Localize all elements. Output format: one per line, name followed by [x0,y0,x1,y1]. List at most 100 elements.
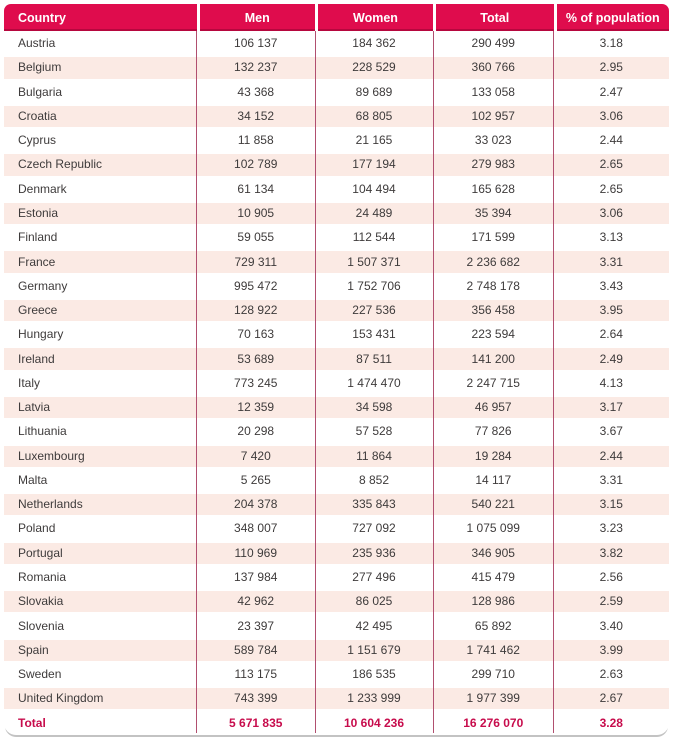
total-cell: 2 748 178 [466,278,520,293]
total-cell: 290 499 [471,36,515,51]
percent-cell: 2.64 [599,327,623,342]
table-row: Czech Republic 102 789 177 194 279 983 2… [4,152,669,177]
table-row: Estonia 10 905 24 489 35 394 3.06 [4,200,669,226]
men-cell: 34 152 [237,108,275,123]
country-cell: Spain [18,642,49,657]
women-cell: 727 092 [352,521,396,536]
total-cell: 171 599 [471,230,515,245]
country-cell: Bulgaria [18,84,63,99]
men-cell: 53 689 [237,351,275,366]
table-row: Italy 773 245 1 474 470 2 247 715 4.13 [4,371,669,395]
table-row: Slovenia 23 397 42 495 65 892 3.40 [4,613,669,637]
country-cell: Latvia [18,400,51,415]
column-header-men: Men [196,4,315,31]
total-cell: 141 200 [471,351,515,366]
total-cell: 299 710 [471,667,515,682]
total-cell: 77 826 [474,424,512,439]
country-cell: Belgium [18,60,62,75]
country-cell: Czech Republic [18,157,103,172]
women-cell: 21 165 [355,133,393,148]
percent-cell: 3.06 [599,108,623,123]
table-row: Croatia 34 152 68 805 102 957 3.06 [4,103,669,129]
country-cell: Romania [18,569,67,584]
women-cell: 177 194 [352,157,396,172]
total-cell: 133 058 [471,84,515,99]
column-header-women: Women [315,4,433,31]
men-cell: 11 858 [237,133,274,148]
country-cell: Hungary [18,327,64,342]
women-cell: 1 507 371 [347,254,401,269]
percent-cell: 3.82 [599,545,623,560]
column-header-percent-of-population: % of population [553,4,669,31]
percent-cell: 3.17 [599,400,623,415]
percent-cell: 2.49 [599,351,623,366]
table-row: Slovakia 42 962 86 025 128 986 2.59 [4,589,669,614]
percent-cell: 3.15 [599,497,623,512]
percent-cell: 3.23 [599,521,623,536]
total-cell: 128 986 [471,594,515,609]
country-cell: Lithuania [18,424,67,439]
country-cell: Austria [18,36,56,51]
women-cell: 34 598 [355,400,393,415]
country-cell: Finland [18,230,58,245]
table-row: Lithuania 20 298 57 528 77 826 3.67 [4,419,669,443]
country-cell: Cyprus [18,133,57,148]
men-cell: 113 175 [234,667,278,682]
country-cell: Portugal [18,545,63,560]
percent-cell: 2.65 [599,157,623,172]
percent-cell: 2.65 [599,181,623,196]
men-cell: 23 397 [237,618,275,633]
country-cell: United Kingdom [18,691,104,706]
country-cell: Sweden [18,667,62,682]
percent-cell: 2.44 [599,133,623,148]
total-cell: 346 905 [471,545,515,560]
women-cell: 11 864 [356,448,392,463]
percent-cell: 2.95 [599,60,623,75]
country-cell: Luxembourg [18,448,85,463]
table-body: Austria 106 137 184 362 290 499 3.18 Bel… [4,31,669,735]
men-cell: 20 298 [237,424,275,439]
country-cell: Slovenia [18,618,65,633]
total-cell: 102 957 [471,108,515,123]
table-row: Ireland 53 689 87 511 141 200 2.49 [4,346,669,371]
percent-cell: 3.18 [599,36,623,51]
percent-cell: 2.44 [599,448,623,463]
table-row: Poland 348 007 727 092 1 075 099 3.23 [4,516,669,540]
women-cell: 1 752 706 [347,278,401,293]
percent-cell: 3.31 [599,254,623,269]
table-row: Cyprus 11 858 21 165 33 023 2.44 [4,128,669,152]
total-cell: 65 892 [474,618,512,633]
women-cell: 57 528 [355,424,393,439]
percent-cell: 2.63 [599,667,623,682]
percent-cell: 3.28 [599,715,623,730]
country-cell: Netherlands [18,497,83,512]
table-row: Denmark 61 134 104 494 165 628 2.65 [4,177,669,201]
table-row: United Kingdom 743 399 1 233 999 1 977 3… [4,686,669,711]
men-cell: 42 962 [237,594,275,609]
total-cell: 360 766 [471,60,515,75]
country-cell: Denmark [18,181,67,196]
table-row: Greece 128 922 227 536 356 458 3.95 [4,297,669,323]
country-cell: Germany [18,278,68,293]
table-row: Luxembourg 7 420 11 864 19 284 2.44 [4,443,669,468]
country-cell: Estonia [18,205,59,220]
percent-cell: 2.67 [599,691,623,706]
men-cell: 61 134 [237,181,275,196]
table-row: Bulgaria 43 368 89 689 133 058 2.47 [4,80,669,104]
percent-cell: 2.59 [599,594,623,609]
table-row: Hungary 70 163 153 431 223 594 2.64 [4,322,669,346]
percent-cell: 3.99 [599,642,623,657]
men-cell: 5 265 [240,472,271,487]
total-cell: 540 221 [471,497,515,512]
total-cell: 223 594 [471,327,515,342]
men-cell: 7 420 [240,448,271,463]
total-cell: 279 983 [471,157,515,172]
women-cell: 277 496 [352,569,396,584]
total-cell: 2 247 715 [466,375,520,390]
women-cell: 42 495 [355,618,393,633]
percent-cell: 2.56 [599,569,623,584]
total-cell: 19 284 [474,448,512,463]
men-cell: 43 368 [237,84,275,99]
men-cell: 995 472 [234,278,278,293]
total-cell: 35 394 [474,205,512,220]
